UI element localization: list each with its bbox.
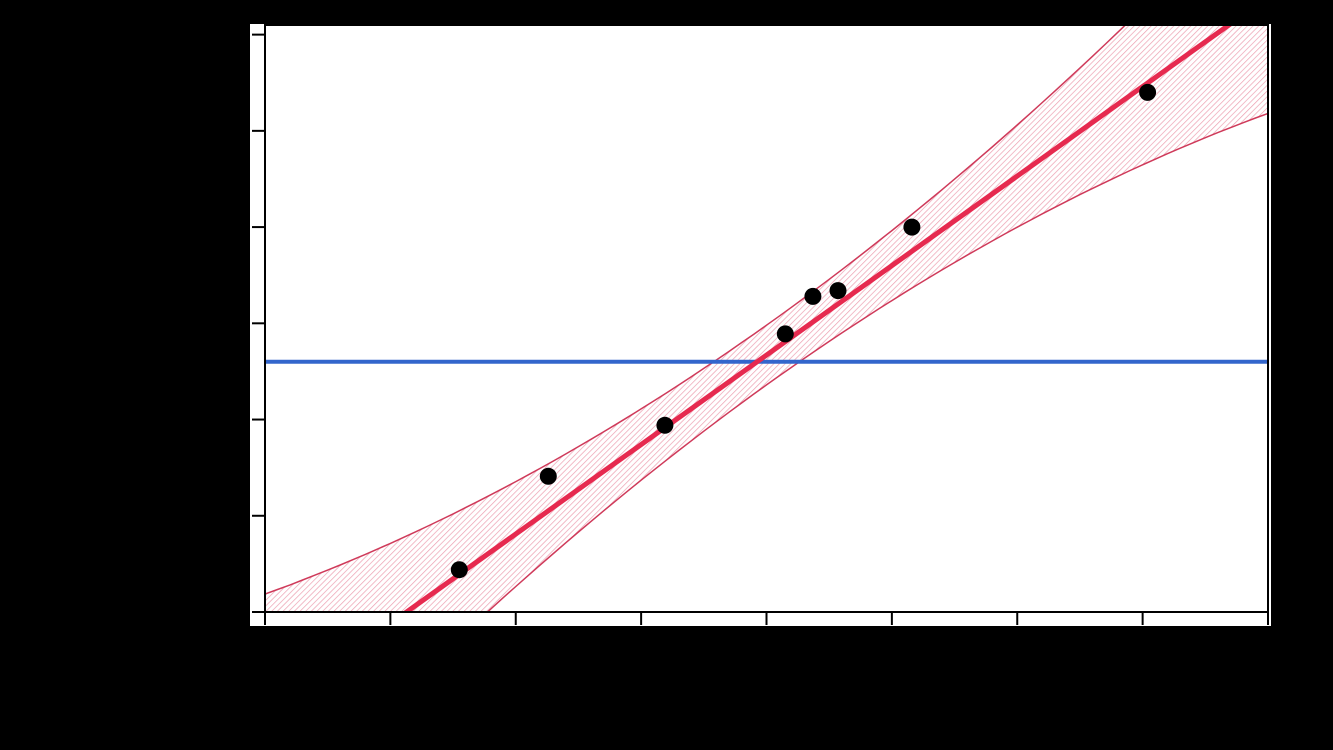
data-point [1139, 83, 1157, 101]
data-point [656, 416, 674, 434]
regression-line [402, 25, 1234, 612]
confidence-band-lower-edge [486, 112, 1268, 612]
data-point [539, 467, 557, 485]
data-point [776, 325, 794, 343]
confidence-band [265, 25, 1268, 612]
confidence-band-upper-edge [265, 25, 1127, 595]
data-point [903, 218, 921, 236]
data-point [829, 282, 847, 300]
data-point [450, 561, 468, 579]
data-point [804, 287, 822, 305]
